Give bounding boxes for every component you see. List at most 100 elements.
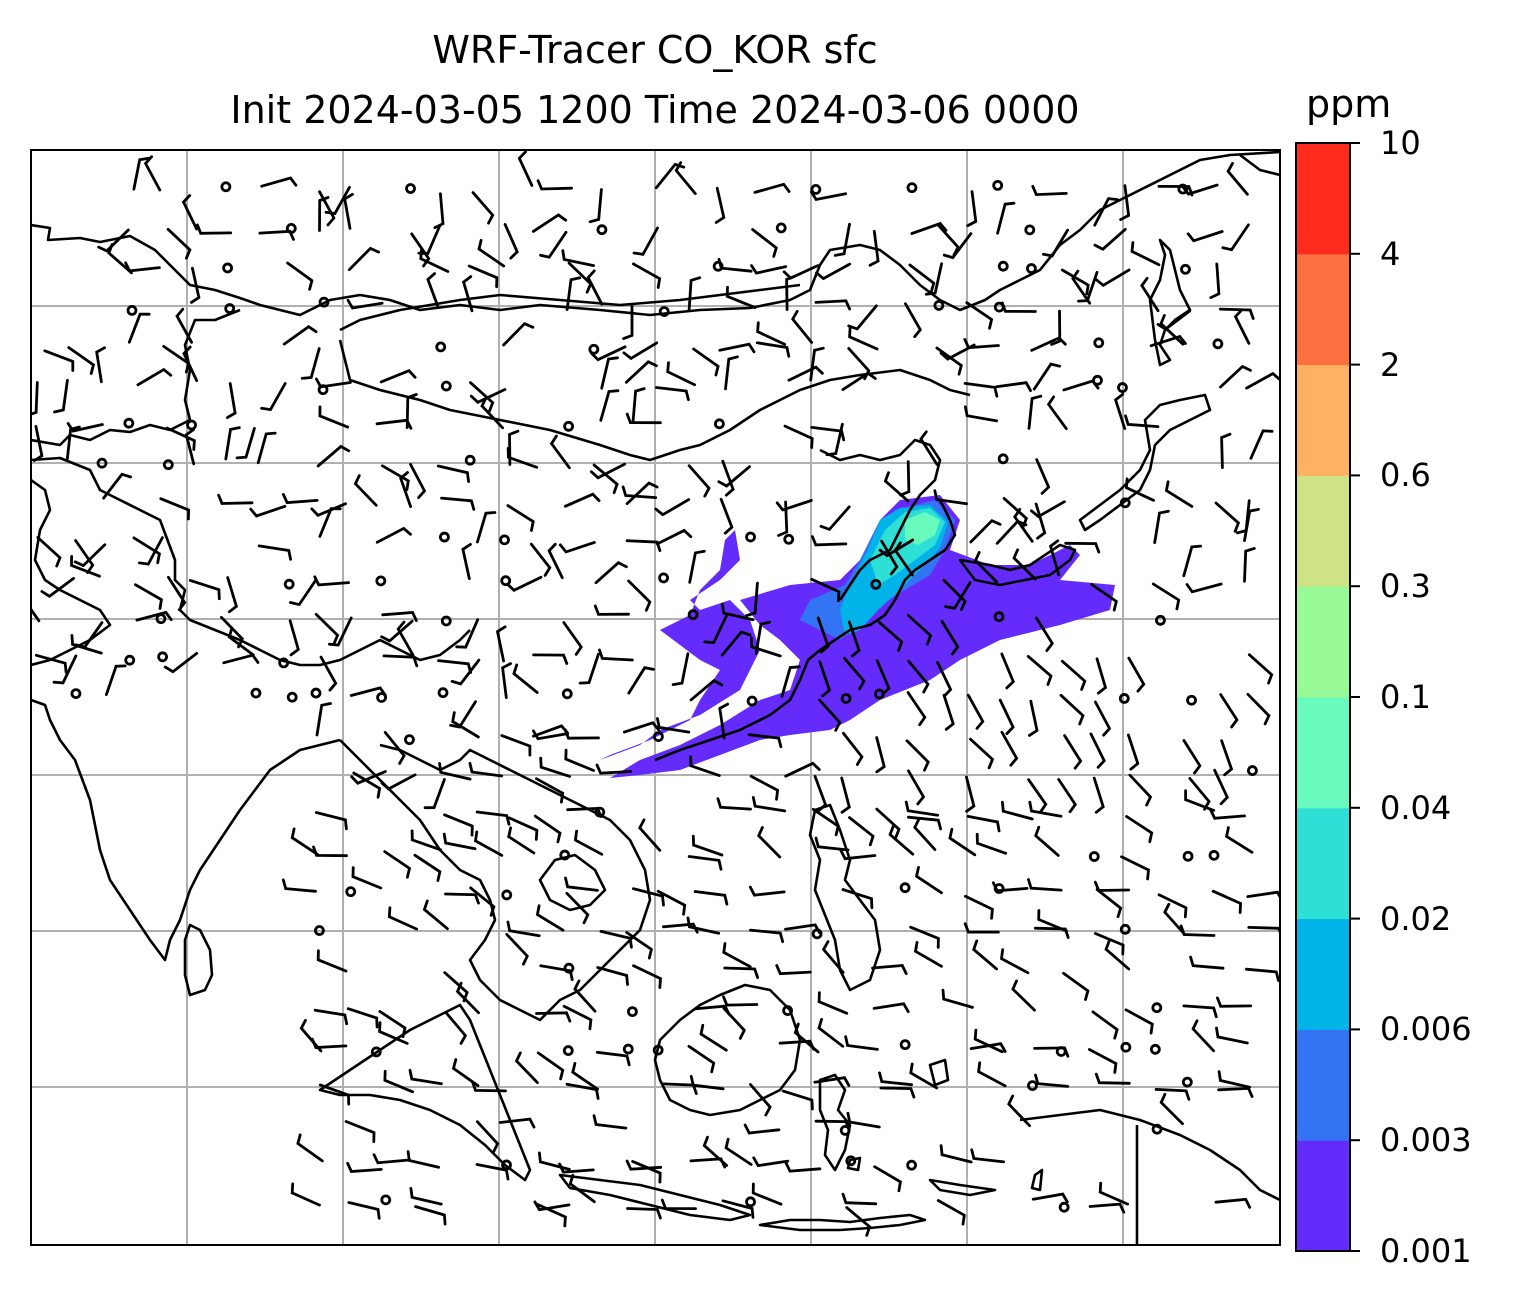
wind-barb <box>625 539 662 552</box>
wind-barb <box>775 964 812 976</box>
wind-barb <box>752 1156 790 1168</box>
wind-barb <box>819 505 851 532</box>
wind-barb <box>757 826 782 859</box>
wind-barb <box>1153 509 1170 544</box>
calm-wind-marker <box>1027 1080 1038 1091</box>
wind-barb <box>810 577 841 603</box>
wind-barb <box>224 426 241 461</box>
calm-wind-marker <box>845 1155 857 1167</box>
wind-barb <box>565 276 582 311</box>
wind-barb <box>810 190 847 202</box>
wind-barb <box>973 551 998 584</box>
wind-barb <box>1128 773 1153 807</box>
wind-barb <box>811 535 848 547</box>
wind-barb <box>571 1062 599 1091</box>
wind-barb <box>378 1010 407 1039</box>
wind-barb <box>1243 508 1260 542</box>
wind-barb <box>1159 1092 1184 1126</box>
wind-barb <box>702 1135 729 1167</box>
wind-barb <box>53 378 69 414</box>
wind-barb <box>217 493 254 505</box>
wind-barb <box>399 471 412 508</box>
wind-barb <box>906 691 927 727</box>
wind-barb <box>533 814 562 844</box>
wind-barb <box>473 830 504 857</box>
calm-wind-marker <box>997 260 1009 272</box>
wind-barb <box>1221 223 1250 252</box>
wind-barb <box>318 1083 351 1106</box>
wind-barb <box>350 770 387 785</box>
wind-barb <box>964 405 998 423</box>
calm-wind-marker <box>658 306 670 317</box>
coast-borneo <box>653 983 802 1117</box>
wind-barb <box>318 507 342 538</box>
wind-barb <box>561 249 595 267</box>
wind-barb <box>408 1068 443 1086</box>
wind-barb <box>558 1162 595 1174</box>
coast-china-north <box>338 339 971 462</box>
wind-barb <box>991 881 1029 893</box>
wind-barb <box>105 664 127 696</box>
wind-barb <box>1088 1048 1118 1074</box>
calm-wind-marker <box>993 611 1005 623</box>
wind-barb <box>383 850 412 879</box>
wind-barb <box>107 243 133 275</box>
wind-barb <box>907 659 930 694</box>
wind-barb <box>818 698 842 732</box>
wind-barb <box>1092 776 1105 814</box>
coast-japan <box>958 543 1077 587</box>
calm-wind-marker <box>318 296 330 308</box>
calm-wind-marker <box>783 533 795 545</box>
wind-barb <box>506 575 543 592</box>
wind-barb <box>476 511 497 544</box>
wind-barb <box>451 711 480 739</box>
wind-barb <box>631 1160 662 1184</box>
coast-newguinea <box>1019 1108 1280 1202</box>
wind-barb <box>965 775 976 813</box>
wind-barb <box>756 321 787 346</box>
calm-wind-marker <box>250 687 262 699</box>
wind-barb <box>314 612 340 645</box>
calm-wind-marker <box>840 693 852 704</box>
wind-barb <box>444 892 480 905</box>
wind-barb <box>436 464 470 483</box>
wind-barb <box>777 500 789 537</box>
wind-barb <box>426 272 440 309</box>
wind-barb <box>875 736 886 774</box>
wind-barb <box>1163 902 1187 936</box>
wind-barb <box>455 981 480 1015</box>
calm-wind-marker <box>627 1006 638 1018</box>
calm-wind-marker <box>561 688 573 700</box>
wind-barb <box>975 832 1008 855</box>
wind-barb <box>963 382 999 398</box>
calm-wind-marker <box>563 962 575 974</box>
wind-barb <box>749 636 782 658</box>
wind-barb <box>621 485 658 499</box>
wind-barb <box>899 460 911 497</box>
wind-barb <box>656 889 687 916</box>
wind-barb <box>313 1008 349 1026</box>
wind-barb <box>1217 1070 1251 1089</box>
wind-barb <box>632 887 665 907</box>
colorbar-bin <box>1296 1140 1350 1252</box>
wind-barb <box>451 1058 480 1088</box>
wind-barb <box>1245 371 1280 390</box>
wind-barb <box>815 262 852 281</box>
wind-barb <box>226 382 237 419</box>
wind-barb <box>1098 1181 1130 1206</box>
wind-barb <box>877 620 904 652</box>
wind-barb <box>159 497 191 521</box>
calm-wind-marker <box>70 688 82 699</box>
wind-barb <box>346 298 384 310</box>
wind-barb <box>1127 733 1140 771</box>
wind-barb <box>500 734 532 757</box>
wind-barb <box>1149 334 1187 348</box>
colorbar-tick-label: 0.3 <box>1380 567 1431 606</box>
wind-barb <box>969 519 1002 544</box>
wind-barb <box>846 1111 881 1129</box>
calm-wind-marker <box>220 181 232 193</box>
wind-barb <box>1032 362 1061 391</box>
calm-wind-marker <box>186 419 197 431</box>
wind-barb <box>535 777 565 804</box>
calm-wind-marker <box>380 1194 392 1206</box>
